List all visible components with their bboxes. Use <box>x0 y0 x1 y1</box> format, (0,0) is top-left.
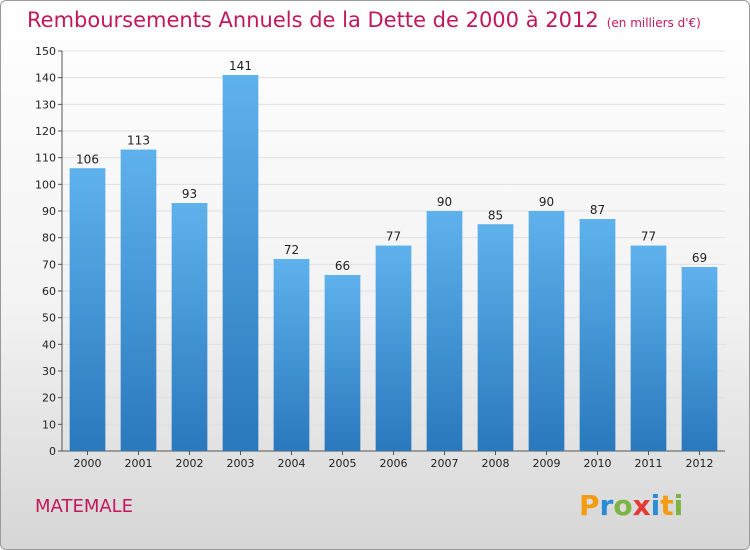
bar <box>579 219 616 451</box>
y-tick-label: 30 <box>42 365 56 378</box>
x-tick-label: 2002 <box>176 457 204 470</box>
data-label: 69 <box>692 251 707 265</box>
x-tick-label: 2010 <box>584 457 612 470</box>
data-label: 106 <box>76 152 99 166</box>
x-tick-label: 2007 <box>431 457 459 470</box>
data-label: 72 <box>284 243 299 257</box>
logo-letter: i <box>673 489 684 522</box>
data-label: 93 <box>182 187 197 201</box>
bar <box>375 245 412 451</box>
data-label: 85 <box>488 208 503 222</box>
bar-top-edge <box>324 275 361 277</box>
y-tick-label: 10 <box>42 418 56 431</box>
data-labels: 106 113 93 141 72 66 77 90 85 90 87 77 69 <box>76 59 707 273</box>
x-tick-label: 2001 <box>125 457 153 470</box>
y-tick-label: 50 <box>42 312 56 325</box>
logo-letter: r <box>599 489 614 522</box>
y-tick-label: 40 <box>42 338 56 351</box>
y-tick-label: 20 <box>42 392 56 405</box>
commune-name: MATEMALE <box>35 496 134 517</box>
y-tick-label: 130 <box>35 98 56 111</box>
data-label: 141 <box>229 59 252 73</box>
bar-top-edge <box>171 203 208 205</box>
tick-labels: 0 10 20 30 40 50 60 70 80 90 100 110 120 130 140 150 200… <box>35 45 714 470</box>
bar <box>120 149 157 451</box>
data-label: 77 <box>641 230 656 244</box>
y-tick-label: 0 <box>49 445 56 458</box>
bar <box>426 211 463 451</box>
y-tick-label: 80 <box>42 232 56 245</box>
y-tick-label: 120 <box>35 125 56 138</box>
bar-top-edge <box>222 75 259 77</box>
bar-top-edge <box>375 245 412 248</box>
bar <box>528 211 565 451</box>
bar-top-edge <box>426 211 463 213</box>
bar <box>69 168 106 452</box>
bar <box>273 259 310 451</box>
logo-letter: o <box>613 489 633 522</box>
logo-letter: P <box>579 489 600 522</box>
data-label: 90 <box>437 195 452 209</box>
logo-letter: t <box>660 489 674 522</box>
chart-title-text: Remboursements Annuels de la Dette de 20… <box>27 8 599 32</box>
bar-top-edge <box>69 168 106 170</box>
y-tick-label: 90 <box>42 205 56 218</box>
x-tick-label: 2000 <box>74 457 102 470</box>
bar <box>324 275 361 451</box>
bar-top-edge <box>120 149 157 152</box>
bar <box>477 224 514 451</box>
proxiti-logo: Proxiti <box>579 489 683 522</box>
bar <box>681 267 718 451</box>
data-label: 113 <box>127 134 150 148</box>
x-tick-label: 2009 <box>533 457 561 470</box>
y-tick-label: 110 <box>35 152 56 165</box>
logo-letter: i <box>650 489 661 522</box>
chart-title: Remboursements Annuels de la Dette de 20… <box>27 8 701 32</box>
bar-top-edge <box>273 259 310 261</box>
x-tick-label: 2008 <box>482 457 510 470</box>
y-tick-label: 150 <box>35 45 56 58</box>
bars <box>69 75 718 452</box>
y-tick-label: 60 <box>42 285 56 298</box>
x-tick-label: 2012 <box>686 457 714 470</box>
y-tick-label: 140 <box>35 72 56 85</box>
data-label: 77 <box>386 230 401 244</box>
bar-top-edge <box>579 219 616 221</box>
bar <box>171 203 208 451</box>
x-tick-label: 2004 <box>278 457 306 470</box>
logo-letter: x <box>632 489 651 522</box>
y-tick-label: 100 <box>35 178 56 191</box>
data-label: 90 <box>539 195 554 209</box>
bar-top-edge <box>681 267 718 269</box>
bar-top-edge <box>630 245 667 248</box>
bar-top-edge <box>477 224 514 226</box>
x-tick-label: 2006 <box>380 457 408 470</box>
y-tick-label: 70 <box>42 258 56 271</box>
x-tick-label: 2011 <box>635 457 663 470</box>
chart-unit: (en milliers d'€) <box>606 16 701 30</box>
data-label: 87 <box>590 203 605 217</box>
data-label: 66 <box>335 259 350 273</box>
bar <box>630 245 667 451</box>
bar <box>222 75 259 451</box>
x-tick-label: 2005 <box>329 457 357 470</box>
bar-top-edge <box>528 211 565 213</box>
x-tick-label: 2003 <box>227 457 255 470</box>
